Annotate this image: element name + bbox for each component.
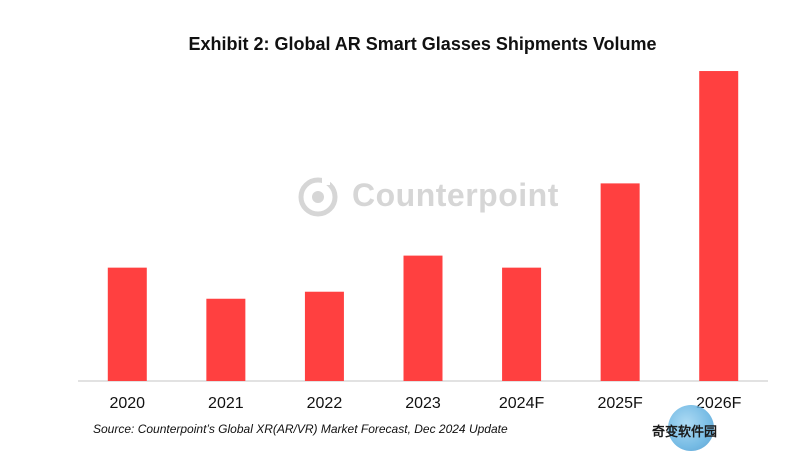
bar-2025f [600, 183, 640, 381]
source-note: Source: Counterpoint’s Global XR(AR/VR) … [93, 422, 508, 436]
x-tick-label: 2022 [307, 395, 343, 412]
bar-2022 [304, 291, 344, 381]
x-tick-label: 2025F [597, 395, 643, 412]
badge-text: 奇变软件园 [652, 425, 718, 440]
watermark-text: Counterpoint [352, 177, 559, 213]
bar-2024f [502, 267, 542, 381]
bar-2021 [206, 298, 246, 381]
x-tick-label: 2021 [208, 395, 244, 412]
x-tick-label: 2023 [405, 395, 441, 412]
chart-title: Exhibit 2: Global AR Smart Glasses Shipm… [188, 34, 657, 54]
bar-2023 [403, 255, 443, 381]
badge-logo-icon [668, 405, 714, 451]
counterpoint-logo-icon [298, 175, 338, 217]
bar-2026f [699, 71, 739, 382]
site-badge: 奇变软件园 [648, 405, 768, 453]
bar-2020 [107, 267, 147, 381]
x-tick-label: 2020 [109, 395, 145, 412]
x-tick-label: 2026F [696, 395, 742, 412]
x-tick-label: 2024F [499, 395, 545, 412]
